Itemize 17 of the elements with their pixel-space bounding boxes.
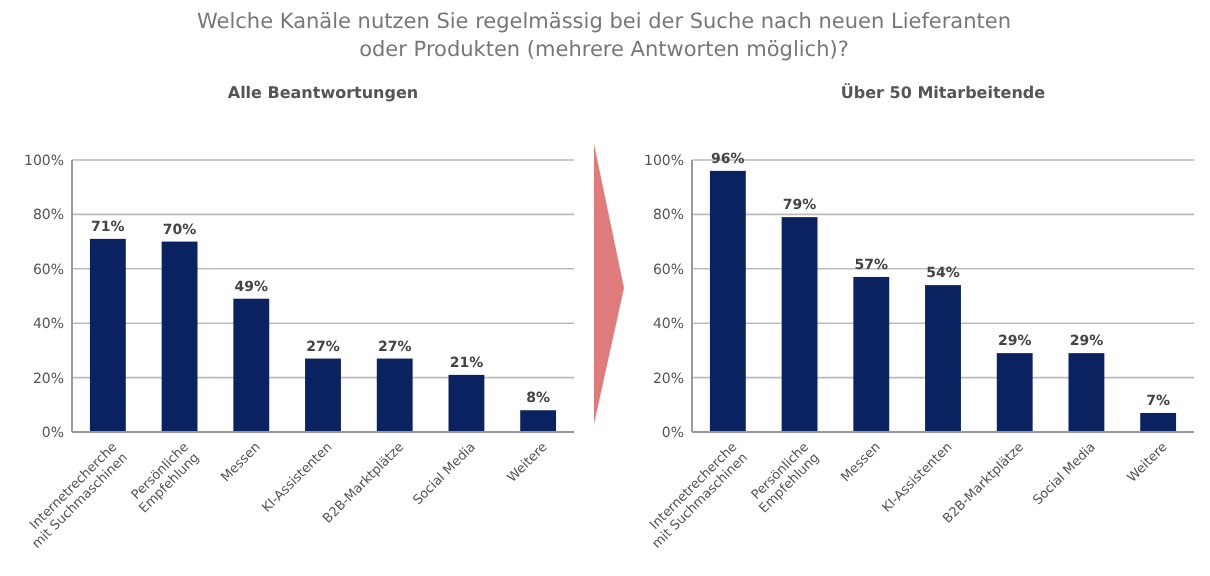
bar [233, 298, 270, 432]
bar [448, 374, 485, 432]
bar [1068, 353, 1105, 432]
chart-subtitle: Über 50 Mitarbeitende [840, 82, 1047, 102]
bar [89, 238, 126, 432]
bar [376, 358, 413, 432]
bar [853, 276, 890, 432]
bar [781, 217, 818, 432]
bar [709, 170, 746, 432]
bar [996, 353, 1033, 432]
chart-title: Welche Kanäle nutzen Sie regelmässig bei der Suche nach neuen Lieferanten oder Produkten (mehrere Antworten möglich)? [197, 10, 1011, 62]
bar [520, 410, 557, 432]
bar [161, 241, 198, 432]
bar [1140, 412, 1177, 432]
chart-subtitle: Alle Beantwortungen [227, 84, 419, 102]
bar [925, 285, 961, 432]
bar [305, 358, 341, 432]
